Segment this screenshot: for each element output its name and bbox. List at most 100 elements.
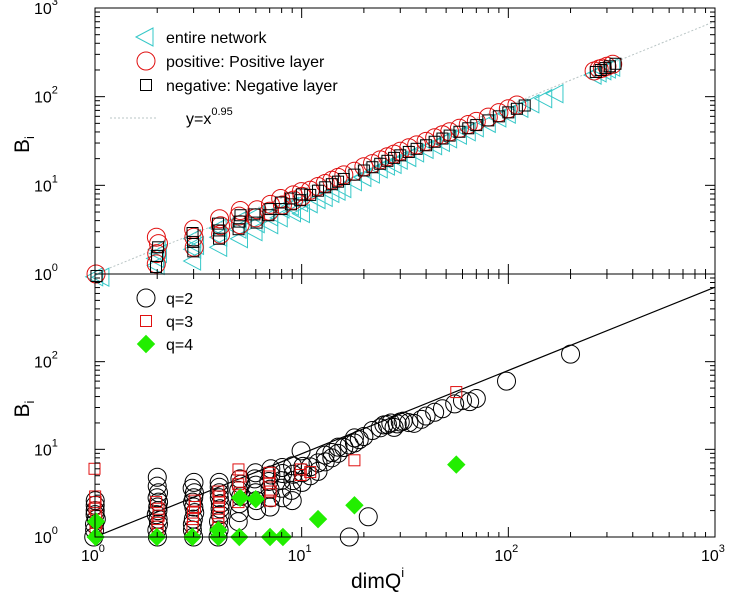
- bot-point: [261, 465, 281, 485]
- top-point: [492, 110, 505, 123]
- top-point: [186, 227, 199, 240]
- bot-point: [264, 485, 277, 498]
- top-point: [423, 135, 443, 156]
- bot-point: [188, 494, 201, 507]
- top-point: [420, 139, 433, 152]
- bot-point: [182, 478, 202, 498]
- bot-point: [183, 509, 203, 529]
- bottom-axes: [94, 273, 716, 538]
- x-axis-title: dimQi: [351, 565, 404, 593]
- top-point: [148, 243, 167, 264]
- bot-point: [213, 490, 226, 503]
- bottom-legend: q=2 q=3 q=4: [136, 288, 193, 354]
- top-point: [282, 202, 302, 223]
- top-point: [182, 239, 202, 260]
- bot-point: [246, 489, 265, 509]
- bot-point: [344, 433, 364, 453]
- bot-point: [147, 467, 167, 487]
- bot-point: [272, 478, 292, 498]
- top-point: [381, 154, 394, 167]
- bot-point: [452, 391, 472, 411]
- top-series-layer: [84, 54, 623, 288]
- top-point: [232, 223, 245, 236]
- top-point: [211, 217, 224, 230]
- bot-point: [292, 472, 312, 492]
- top-point: [390, 141, 410, 161]
- bot-y-axis-title: Bi: [11, 400, 37, 417]
- bot-point: [282, 480, 302, 500]
- bot-point: [399, 413, 419, 433]
- bot-point: [146, 505, 166, 525]
- top-point: [185, 235, 205, 256]
- top-point: [388, 151, 401, 164]
- top-point: [462, 122, 475, 135]
- bot-point: [232, 478, 245, 491]
- top-point: [348, 168, 361, 181]
- top-point: [233, 215, 246, 228]
- top-point: [234, 209, 247, 222]
- top-point: [510, 102, 523, 115]
- top-point: [589, 65, 602, 78]
- top-point: [151, 249, 164, 262]
- x-tick-label: 102: [494, 543, 518, 565]
- bot-point: [151, 516, 164, 529]
- top-legend-label: entire network: [166, 30, 267, 47]
- top-point: [415, 139, 434, 160]
- top-point: [599, 62, 612, 75]
- bot-point: [212, 485, 225, 498]
- top-reference-line: [94, 20, 716, 275]
- bot-point: [291, 441, 311, 461]
- top-point: [533, 88, 553, 109]
- bot-point: [445, 394, 465, 414]
- top-point: [502, 106, 515, 119]
- top-series-1: [86, 54, 623, 284]
- top-legend-marker: [134, 27, 154, 47]
- top-point: [402, 145, 415, 158]
- top-legend-marker: [136, 51, 156, 71]
- bot-series-0: [84, 344, 581, 547]
- top-point: [436, 132, 449, 145]
- top-y-tick-label: 103: [34, 0, 58, 18]
- top-axes: [94, 7, 716, 275]
- top-point: [259, 207, 279, 227]
- bot-point: [263, 470, 276, 483]
- top-reference-line-path: [94, 20, 716, 275]
- bot-legend-marker: [140, 315, 152, 327]
- bot-point: [308, 453, 328, 473]
- bot-point: [148, 483, 168, 503]
- bot-point: [308, 509, 328, 529]
- bot-point: [466, 389, 486, 409]
- top-plot-frame: [94, 7, 716, 275]
- top-y-axis-title: Bi: [11, 136, 37, 153]
- bottom-series-layer: [84, 344, 581, 547]
- top-point: [275, 203, 288, 216]
- top-point: [518, 99, 531, 112]
- bot-point: [561, 344, 581, 364]
- bot-point: [263, 466, 276, 479]
- bot-series-2: [86, 455, 466, 547]
- bot-point: [186, 513, 199, 526]
- bot-point: [322, 443, 342, 463]
- bot-point: [282, 491, 302, 511]
- bot-point: [308, 461, 328, 481]
- bot-point: [328, 437, 348, 457]
- bot-point: [447, 455, 466, 474]
- top-point: [213, 224, 226, 237]
- bot-legend-marker: [136, 334, 156, 354]
- bot-point: [384, 417, 404, 437]
- bot-legend-label: q=2: [166, 291, 193, 308]
- bot-point: [273, 464, 293, 484]
- top-point: [410, 142, 423, 155]
- top-legend: entire network positive: Positive layer ne…: [110, 27, 338, 128]
- top-point: [208, 218, 227, 238]
- top-point: [248, 208, 261, 221]
- bot-point: [210, 494, 230, 514]
- top-point: [352, 167, 372, 188]
- top-point: [357, 164, 370, 177]
- bot-y-tick-label: 100: [34, 525, 58, 547]
- bot-point: [304, 466, 317, 479]
- top-point: [428, 135, 441, 148]
- bot-point: [425, 402, 445, 422]
- top-point: [187, 245, 200, 258]
